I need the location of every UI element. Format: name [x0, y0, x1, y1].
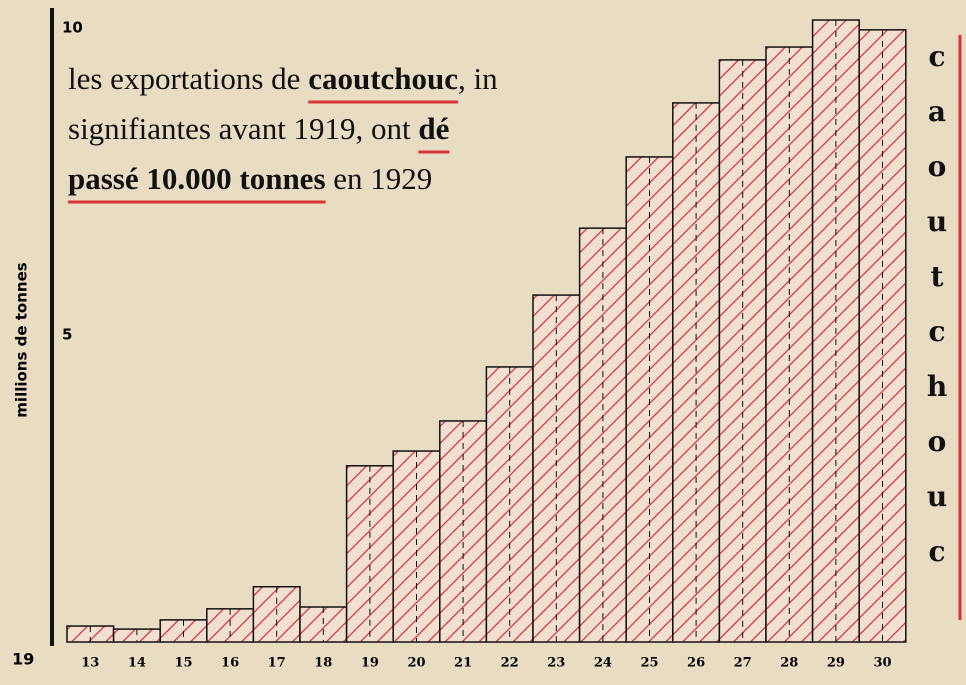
- side-label: caoutchouc: [921, 40, 954, 590]
- title-text: signifiantes avant 1919, ont: [68, 111, 418, 146]
- title-line: les exportations de caoutchouc, in: [68, 61, 498, 96]
- x-tick-label: 29: [827, 656, 845, 671]
- x-tick-label: 22: [501, 656, 519, 671]
- x-prefix: 19: [12, 650, 34, 669]
- title-line: signifiantes avant 1919, ont dé: [68, 111, 449, 146]
- title-text: en 1929: [326, 161, 433, 196]
- x-tick-label: 15: [174, 656, 192, 671]
- x-tick-label: 23: [547, 656, 565, 671]
- x-tick-label: 27: [734, 656, 752, 671]
- title-emphasis: passé 10.000 tonnes: [68, 161, 326, 196]
- x-tick-label: 28: [780, 656, 798, 671]
- x-tick-label: 14: [128, 656, 146, 671]
- x-tick-label: 17: [268, 656, 286, 671]
- bar: [532, 294, 581, 643]
- x-tick-label: 19: [361, 656, 379, 671]
- title-line: passé 10.000 tonnes en 1929: [68, 161, 432, 196]
- x-tick-label: 18: [314, 656, 332, 671]
- y-tick-label: 10: [62, 19, 83, 37]
- x-tick-label: 20: [407, 656, 425, 671]
- x-tick-label: 26: [687, 656, 705, 671]
- bar: [578, 227, 627, 643]
- x-tick-label: 16: [221, 656, 239, 671]
- x-tick-label: 30: [873, 656, 891, 671]
- y-axis-label: millions de tonnes: [13, 262, 31, 417]
- title-text: , in: [458, 61, 498, 96]
- title-emphasis: dé: [418, 111, 449, 146]
- title-text: les exportations de: [68, 61, 308, 96]
- x-tick-label: 21: [454, 656, 472, 671]
- y-tick-label: 5: [62, 326, 72, 344]
- x-tick-label: 24: [594, 656, 612, 671]
- x-tick-label: 25: [640, 656, 658, 671]
- title-emphasis: caoutchouc: [308, 61, 458, 96]
- x-tick-label: 13: [81, 656, 99, 671]
- bar: [392, 450, 441, 643]
